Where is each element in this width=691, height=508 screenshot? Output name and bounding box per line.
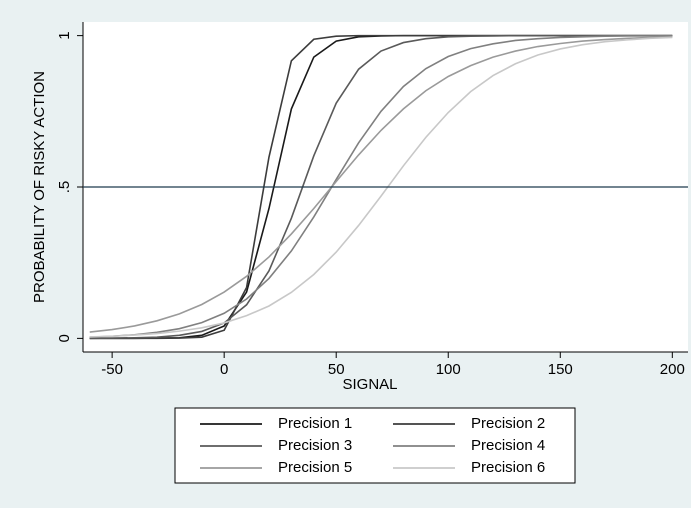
legend-label: Precision 4	[471, 437, 545, 454]
x-tick-label: -50	[101, 361, 123, 378]
series-line	[89, 34, 673, 338]
y-tick-label: .5	[56, 181, 73, 194]
legend-label: Precision 6	[471, 459, 545, 476]
legend-label: Precision 1	[278, 415, 352, 432]
legend-label: Precision 3	[278, 437, 352, 454]
x-tick-label: 0	[220, 361, 228, 378]
legend-label: Precision 5	[278, 459, 352, 476]
y-tick-label: 0	[56, 334, 73, 342]
x-tick-label: 100	[436, 361, 461, 378]
x-axis-label: SIGNAL	[342, 376, 397, 393]
x-tick-label: 200	[660, 361, 685, 378]
x-tick-label: 50	[328, 361, 345, 378]
x-tick-label: 150	[548, 361, 573, 378]
series-line	[89, 34, 673, 340]
series-line	[89, 36, 673, 333]
y-axis-label: PROBABILITY OF RISKY ACTION	[31, 71, 48, 303]
legend-label: Precision 2	[471, 415, 545, 432]
series-line	[89, 36, 673, 338]
y-tick-label: 1	[56, 31, 73, 39]
